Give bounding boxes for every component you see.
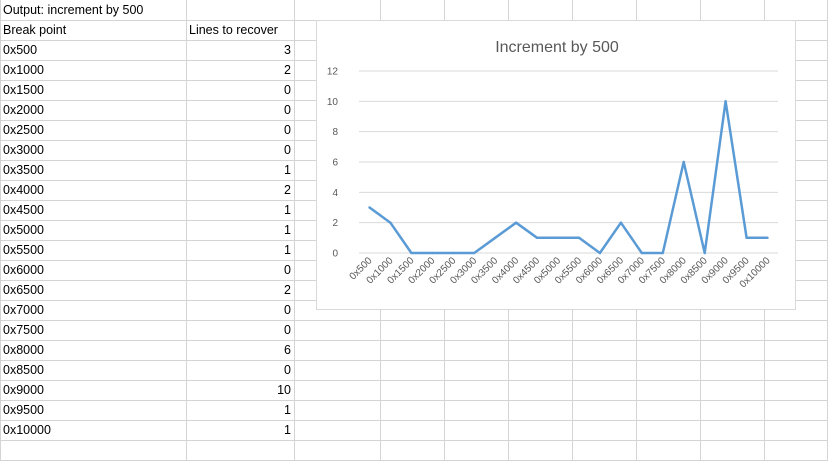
- data-point[interactable]: [598, 251, 602, 255]
- lines-to-recover-cell[interactable]: 0: [284, 263, 291, 277]
- lines-to-recover-cell[interactable]: 0: [284, 363, 291, 377]
- break-point-cell[interactable]: 0x6000: [3, 263, 45, 277]
- column-gridline: [0, 0, 1, 460]
- break-point-cell[interactable]: 0x8000: [3, 343, 45, 357]
- lines-to-recover-cell[interactable]: 1: [284, 243, 291, 257]
- break-point-cell[interactable]: 0x7000: [3, 303, 45, 317]
- lines-to-recover-cell[interactable]: 1: [284, 163, 291, 177]
- break-point-cell[interactable]: 0x4500: [3, 203, 45, 217]
- row-gridline: [0, 400, 828, 401]
- lines-to-recover-cell[interactable]: 3: [284, 43, 291, 57]
- line-chart[interactable]: Increment by 500 0 2 4 6 8 10 12 0x500 0x1000 0x…: [316, 20, 796, 310]
- y-tick-label: 6: [332, 158, 338, 169]
- chart-y-ticks: 0 2 4 6 8 10 12: [327, 67, 339, 260]
- lines-to-recover-cell[interactable]: 2: [284, 283, 291, 297]
- series-line[interactable]: [368, 100, 768, 255]
- lines-to-recover-cell[interactable]: 0: [284, 103, 291, 117]
- lines-to-recover-cell[interactable]: 1: [284, 403, 291, 417]
- row-gridline: [0, 340, 828, 341]
- break-point-cell[interactable]: 0x9500: [3, 403, 45, 417]
- lines-to-recover-cell[interactable]: 0: [284, 303, 291, 317]
- data-point[interactable]: [640, 251, 644, 255]
- break-point-cell[interactable]: 0x9000: [3, 383, 45, 397]
- break-point-cell[interactable]: 0x10000: [3, 423, 51, 437]
- data-point[interactable]: [619, 221, 623, 224]
- column-gridline: [294, 0, 295, 460]
- header-break-point[interactable]: Break point: [3, 23, 67, 37]
- data-point[interactable]: [577, 236, 581, 240]
- break-point-cell[interactable]: 0x7500: [3, 323, 45, 337]
- row-gridline: [0, 320, 828, 321]
- data-point[interactable]: [431, 251, 434, 255]
- chart-series: [368, 100, 769, 255]
- lines-to-recover-cell[interactable]: 10: [277, 383, 291, 397]
- chart-gridlines: [359, 70, 778, 254]
- header-lines-to-recover[interactable]: Lines to recover: [189, 23, 278, 37]
- lines-to-recover-cell[interactable]: 6: [284, 343, 291, 357]
- data-point[interactable]: [682, 160, 685, 164]
- break-point-cell[interactable]: 0x2500: [3, 123, 45, 137]
- lines-to-recover-cell[interactable]: 0: [284, 123, 291, 137]
- data-point[interactable]: [452, 251, 455, 255]
- break-point-cell[interactable]: 0x1500: [3, 83, 45, 97]
- chart-x-ticks: 0x5000x10000x15000x20000x25000x30000x350…: [348, 255, 773, 290]
- data-point[interactable]: [389, 221, 392, 224]
- y-tick-label: 2: [332, 218, 338, 229]
- lines-to-recover-cell[interactable]: 1: [284, 203, 291, 217]
- break-point-cell[interactable]: 0x3500: [3, 163, 45, 177]
- y-tick-label: 8: [332, 127, 338, 138]
- lines-to-recover-cell[interactable]: 0: [284, 323, 291, 337]
- y-tick-label: 12: [327, 67, 339, 78]
- lines-to-recover-cell[interactable]: 0: [284, 83, 291, 97]
- data-point[interactable]: [493, 236, 497, 240]
- lines-to-recover-cell[interactable]: 1: [284, 423, 291, 437]
- break-point-cell[interactable]: 0x8500: [3, 363, 45, 377]
- chart-title: Increment by 500: [495, 39, 619, 56]
- break-point-cell[interactable]: 0x4000: [3, 183, 45, 197]
- data-point[interactable]: [556, 236, 560, 240]
- data-point[interactable]: [368, 206, 371, 209]
- y-tick-label: 4: [332, 188, 338, 199]
- row-gridline: [0, 420, 828, 421]
- data-point[interactable]: [724, 100, 727, 103]
- break-point-cell[interactable]: 0x500: [3, 43, 38, 57]
- lines-to-recover-cell[interactable]: 1: [284, 223, 291, 237]
- y-tick-label: 0: [332, 249, 338, 260]
- data-point[interactable]: [514, 221, 518, 224]
- break-point-cell[interactable]: 0x5500: [3, 243, 45, 257]
- y-tick-label: 10: [327, 97, 339, 108]
- data-point[interactable]: [745, 236, 748, 240]
- row-gridline: [0, 440, 828, 441]
- lines-to-recover-cell[interactable]: 2: [284, 183, 291, 197]
- break-point-cell[interactable]: 0x3000: [3, 143, 45, 157]
- chart-canvas: Increment by 500 0 2 4 6 8 10 12 0x5000x10000x…: [327, 39, 778, 290]
- break-point-cell[interactable]: 0x1000: [3, 63, 45, 77]
- lines-to-recover-cell[interactable]: 2: [284, 63, 291, 77]
- data-point[interactable]: [766, 236, 769, 240]
- data-point[interactable]: [661, 251, 664, 255]
- data-point[interactable]: [535, 236, 539, 240]
- data-point[interactable]: [473, 251, 476, 255]
- break-point-cell[interactable]: 0x5000: [3, 223, 45, 237]
- title-cell[interactable]: Output: increment by 500: [3, 3, 144, 17]
- row-gridline: [0, 380, 828, 381]
- data-point[interactable]: [410, 251, 413, 255]
- break-point-cell[interactable]: 0x6500: [3, 283, 45, 297]
- data-point[interactable]: [703, 251, 706, 255]
- break-point-cell[interactable]: 0x2000: [3, 103, 45, 117]
- column-gridline: [186, 0, 187, 460]
- row-gridline: [0, 360, 828, 361]
- lines-to-recover-cell[interactable]: 0: [284, 143, 291, 157]
